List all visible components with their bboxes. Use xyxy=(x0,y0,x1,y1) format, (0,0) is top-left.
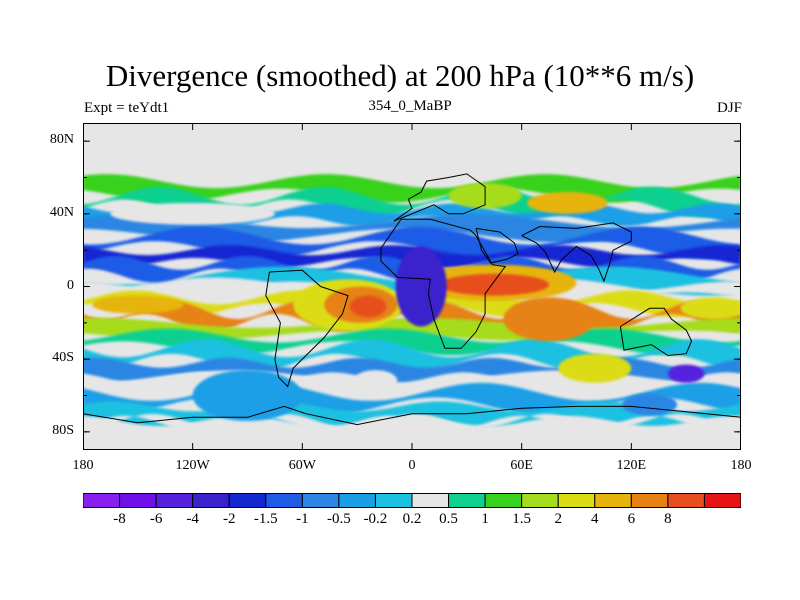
x-tick-label: 180 xyxy=(730,458,752,473)
coastline-europe xyxy=(393,173,486,222)
colorbar-box xyxy=(411,493,450,508)
field-anomaly xyxy=(349,295,387,318)
x-tick-label: 120E xyxy=(616,458,647,473)
colorbar-label: 0.5 xyxy=(439,511,458,527)
field-band xyxy=(83,186,741,218)
field-anomaly xyxy=(353,370,398,392)
colorbar-box xyxy=(301,493,340,508)
colorbar-box xyxy=(557,493,596,508)
coastline-antarctica xyxy=(83,405,741,426)
field-anomaly xyxy=(667,364,705,383)
y-tick-label: 40N xyxy=(49,204,74,220)
colorbar-label: -0.2 xyxy=(363,511,388,527)
colorbar-label: 8 xyxy=(664,511,672,527)
colorbar-label: 0.2 xyxy=(402,511,422,527)
x-tick-label: 60W xyxy=(288,458,316,473)
colorbar-label: -6 xyxy=(149,511,163,527)
field-anomaly xyxy=(558,353,632,383)
colorbar-box xyxy=(667,493,705,508)
colorbar-box xyxy=(448,493,486,508)
colorbar xyxy=(83,493,741,508)
colorbar-box xyxy=(594,493,632,508)
divergence-map xyxy=(83,123,741,450)
colorbar-label: 6 xyxy=(627,511,636,527)
coastline-africa xyxy=(380,218,507,349)
colorbar-label: -0.5 xyxy=(327,511,351,527)
colorbar-label: 2 xyxy=(554,511,562,527)
experiment-label: Expt = teYdt1 xyxy=(84,100,170,116)
field-band xyxy=(83,158,741,187)
case-label: 354_0_MaBP xyxy=(368,98,452,114)
season-label: DJF xyxy=(716,100,742,116)
field-band xyxy=(83,266,741,296)
colorbar-label: -1 xyxy=(296,511,309,527)
field-anomaly xyxy=(92,295,184,314)
field-anomaly xyxy=(527,192,608,214)
colorbar-box xyxy=(484,493,523,508)
colorbar-box xyxy=(374,493,413,508)
field-anomaly xyxy=(503,297,595,341)
coastline-india-asia xyxy=(521,222,632,283)
colorbar-box xyxy=(521,493,559,508)
colorbar-box xyxy=(338,493,376,508)
y-tick-label: 0 xyxy=(67,277,74,293)
y-tick-label: 80S xyxy=(52,422,74,438)
colorbar-box xyxy=(228,493,267,508)
field-anomaly xyxy=(680,297,741,320)
y-tick-label: 80N xyxy=(49,132,74,148)
colorbar-label: -8 xyxy=(113,511,126,527)
colorbar-label: -4 xyxy=(186,511,199,527)
x-tick-label: 120W xyxy=(175,458,210,473)
colorbar-label: 4 xyxy=(591,511,599,527)
field-anomaly xyxy=(192,370,303,421)
colorbar-box xyxy=(192,493,230,508)
field-anomaly xyxy=(439,273,550,296)
colorbar-label: 1 xyxy=(481,511,489,527)
coastline-australia xyxy=(619,307,693,357)
colorbar-box xyxy=(703,493,741,508)
colorbar-box xyxy=(155,493,194,508)
colorbar-box xyxy=(630,493,669,508)
field-anomaly xyxy=(110,202,275,225)
x-tick-label: 0 xyxy=(408,458,416,473)
coastline-arabia xyxy=(475,227,519,264)
field-anomaly xyxy=(395,246,447,327)
colorbar-label: -1.5 xyxy=(253,511,278,527)
plot-title: Divergence (smoothed) at 200 hPa (10**6 … xyxy=(105,58,695,93)
colorbar-label: 1.5 xyxy=(512,511,532,527)
colorbar-box xyxy=(83,493,121,508)
coastline-south-america xyxy=(265,269,349,388)
field-anomaly xyxy=(622,393,678,416)
y-tick-label: 40S xyxy=(52,350,74,366)
colorbar-box xyxy=(119,493,157,508)
colorbar-box xyxy=(265,493,303,508)
colorbar-label: -2 xyxy=(222,511,236,527)
x-tick-label: 180 xyxy=(72,458,94,473)
x-tick-label: 60E xyxy=(510,458,533,473)
